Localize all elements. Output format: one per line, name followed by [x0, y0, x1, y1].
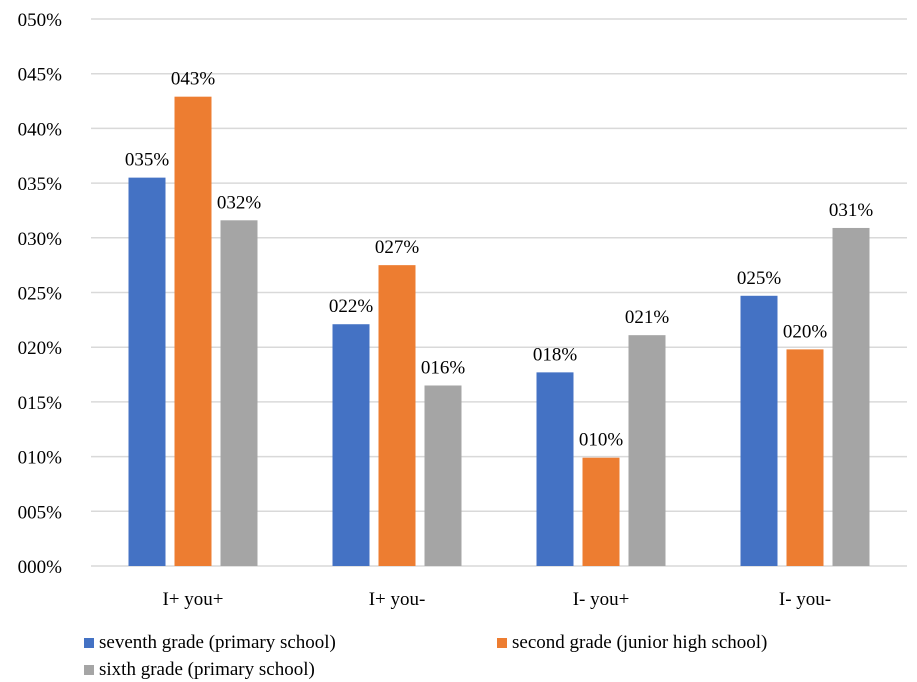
- bar: [378, 265, 416, 566]
- legend: seventh grade (primary school) second gra…: [0, 622, 917, 682]
- legend-swatch: [84, 665, 94, 675]
- bar: [424, 385, 462, 566]
- bar: [332, 324, 370, 566]
- data-label: 027%: [375, 237, 420, 258]
- data-label: 032%: [217, 192, 262, 213]
- data-label: 043%: [171, 69, 216, 90]
- y-tick-label: 050%: [18, 10, 63, 31]
- y-tick-label: 000%: [18, 557, 63, 578]
- legend-label: seventh grade (primary school): [99, 632, 336, 653]
- y-tick-label: 025%: [18, 284, 63, 305]
- legend-label: sixth grade (primary school): [99, 659, 315, 680]
- data-label: 031%: [829, 200, 874, 221]
- legend-swatch: [84, 638, 94, 648]
- legend-swatch: [497, 638, 507, 648]
- bar: [786, 349, 824, 566]
- data-label: 020%: [783, 321, 828, 342]
- legend-item: seventh grade (primary school): [84, 632, 336, 654]
- y-tick-label: 005%: [18, 502, 63, 523]
- y-tick-label: 015%: [18, 393, 63, 414]
- y-tick-label: 035%: [18, 174, 63, 195]
- x-tick-label: I- you+: [573, 589, 630, 610]
- legend-item: second grade (junior high school): [497, 632, 767, 654]
- y-tick-label: 020%: [18, 338, 63, 359]
- bar: [536, 372, 574, 566]
- data-label: 021%: [625, 307, 670, 328]
- x-tick-label: I+ you-: [369, 589, 426, 610]
- data-label: 010%: [579, 430, 624, 451]
- y-tick-label: 030%: [18, 229, 63, 250]
- y-tick-label: 040%: [18, 119, 63, 140]
- x-tick-label: I- you-: [779, 589, 831, 610]
- data-label: 025%: [737, 268, 782, 289]
- bar: [582, 457, 620, 566]
- y-tick-label: 045%: [18, 65, 63, 86]
- legend-item: sixth grade (primary school): [84, 659, 315, 681]
- data-label: 022%: [329, 296, 374, 317]
- bar: [220, 220, 258, 566]
- legend-label: second grade (junior high school): [512, 632, 768, 653]
- y-tick-label: 010%: [18, 448, 63, 469]
- bar: [740, 295, 778, 566]
- data-label: 035%: [125, 150, 170, 171]
- data-label: 018%: [533, 344, 578, 365]
- x-tick-label: I+ you+: [162, 589, 223, 610]
- data-label: 016%: [421, 357, 466, 378]
- bar: [832, 227, 870, 567]
- bar: [628, 335, 666, 566]
- bar: [174, 96, 212, 566]
- bar: [128, 177, 166, 566]
- bar-chart: 000% 005% 010% 015% 020% 025% 030% 035% 040% 045%…: [18, 10, 907, 610]
